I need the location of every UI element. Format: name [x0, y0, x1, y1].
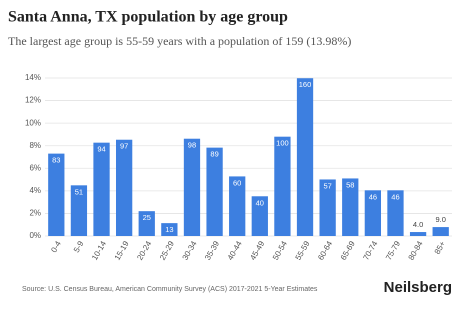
bar [251, 196, 268, 236]
y-tick-label: 4% [29, 186, 41, 195]
source: Source: U.S. Census Bureau, American Com… [22, 286, 318, 293]
y-tick-label: 12% [25, 96, 41, 105]
data-label: 97 [120, 142, 128, 151]
y-tick-label: 2% [29, 209, 41, 218]
x-tick-label: 65-69 [339, 239, 357, 262]
x-tick-label: 50-54 [271, 239, 289, 262]
y-tick-label: 10% [25, 118, 41, 127]
chart-title: Santa Anna, TX population by age group [8, 9, 288, 26]
data-label: 13 [165, 225, 173, 234]
x-tick-label: 0-4 [49, 239, 63, 254]
bar [183, 138, 201, 236]
x-tick-label: 75-79 [384, 239, 402, 262]
y-tick-label: 6% [29, 163, 41, 172]
x-tick-label: 30-34 [181, 239, 199, 262]
bar [274, 136, 291, 236]
data-label: 25 [143, 213, 151, 222]
brand: Neilsberg [384, 279, 452, 296]
x-tick-label: 25-29 [158, 239, 176, 262]
data-label: 51 [75, 187, 83, 196]
chart-subtitle: The largest age group is 55-59 years wit… [8, 34, 351, 48]
x-tick-label: 10-14 [90, 239, 108, 262]
data-label: 83 [52, 156, 60, 165]
data-label: 58 [346, 180, 354, 189]
data-label: 94 [97, 145, 105, 154]
data-label: 100 [276, 139, 289, 148]
x-tick-label: 5-9 [72, 239, 86, 254]
data-label: 9.0 [435, 215, 445, 224]
x-tick-label: 40-44 [226, 239, 244, 262]
data-label: 89 [210, 150, 218, 159]
data-label: 46 [369, 192, 377, 201]
x-tick-label: 55-59 [294, 239, 312, 262]
y-tick-label: 0% [29, 231, 41, 240]
bar [342, 178, 359, 236]
y-tick-label: 14% [25, 73, 41, 82]
bar [432, 227, 449, 236]
bar [93, 142, 110, 236]
data-label: 46 [391, 192, 399, 201]
x-tick-label: 85+ [433, 239, 448, 256]
x-tick-label: 80-84 [407, 239, 425, 262]
x-tick-label: 20-24 [135, 239, 153, 262]
x-tick-label: 15-19 [113, 239, 131, 262]
bar [229, 176, 246, 236]
data-label: 4.0 [413, 220, 423, 229]
bar [138, 211, 155, 236]
x-tick-label: 45-49 [248, 239, 266, 262]
x-tick-label: 35-39 [203, 239, 221, 262]
data-label: 60 [233, 178, 241, 187]
y-tick-label: 8% [29, 141, 41, 150]
data-label: 160 [299, 80, 312, 89]
x-tick-label: 70-74 [361, 239, 379, 262]
bar [161, 223, 178, 236]
bar [115, 139, 133, 236]
bar [409, 232, 427, 236]
x-tick-label: 60-64 [316, 239, 334, 262]
bar [70, 185, 88, 236]
bar [319, 179, 336, 236]
bar [387, 190, 404, 236]
bar [206, 147, 223, 236]
bar [48, 153, 65, 236]
bar [364, 190, 382, 236]
data-label: 40 [256, 198, 264, 207]
bar [296, 78, 314, 237]
data-label: 57 [323, 181, 331, 190]
data-label: 98 [188, 141, 196, 150]
